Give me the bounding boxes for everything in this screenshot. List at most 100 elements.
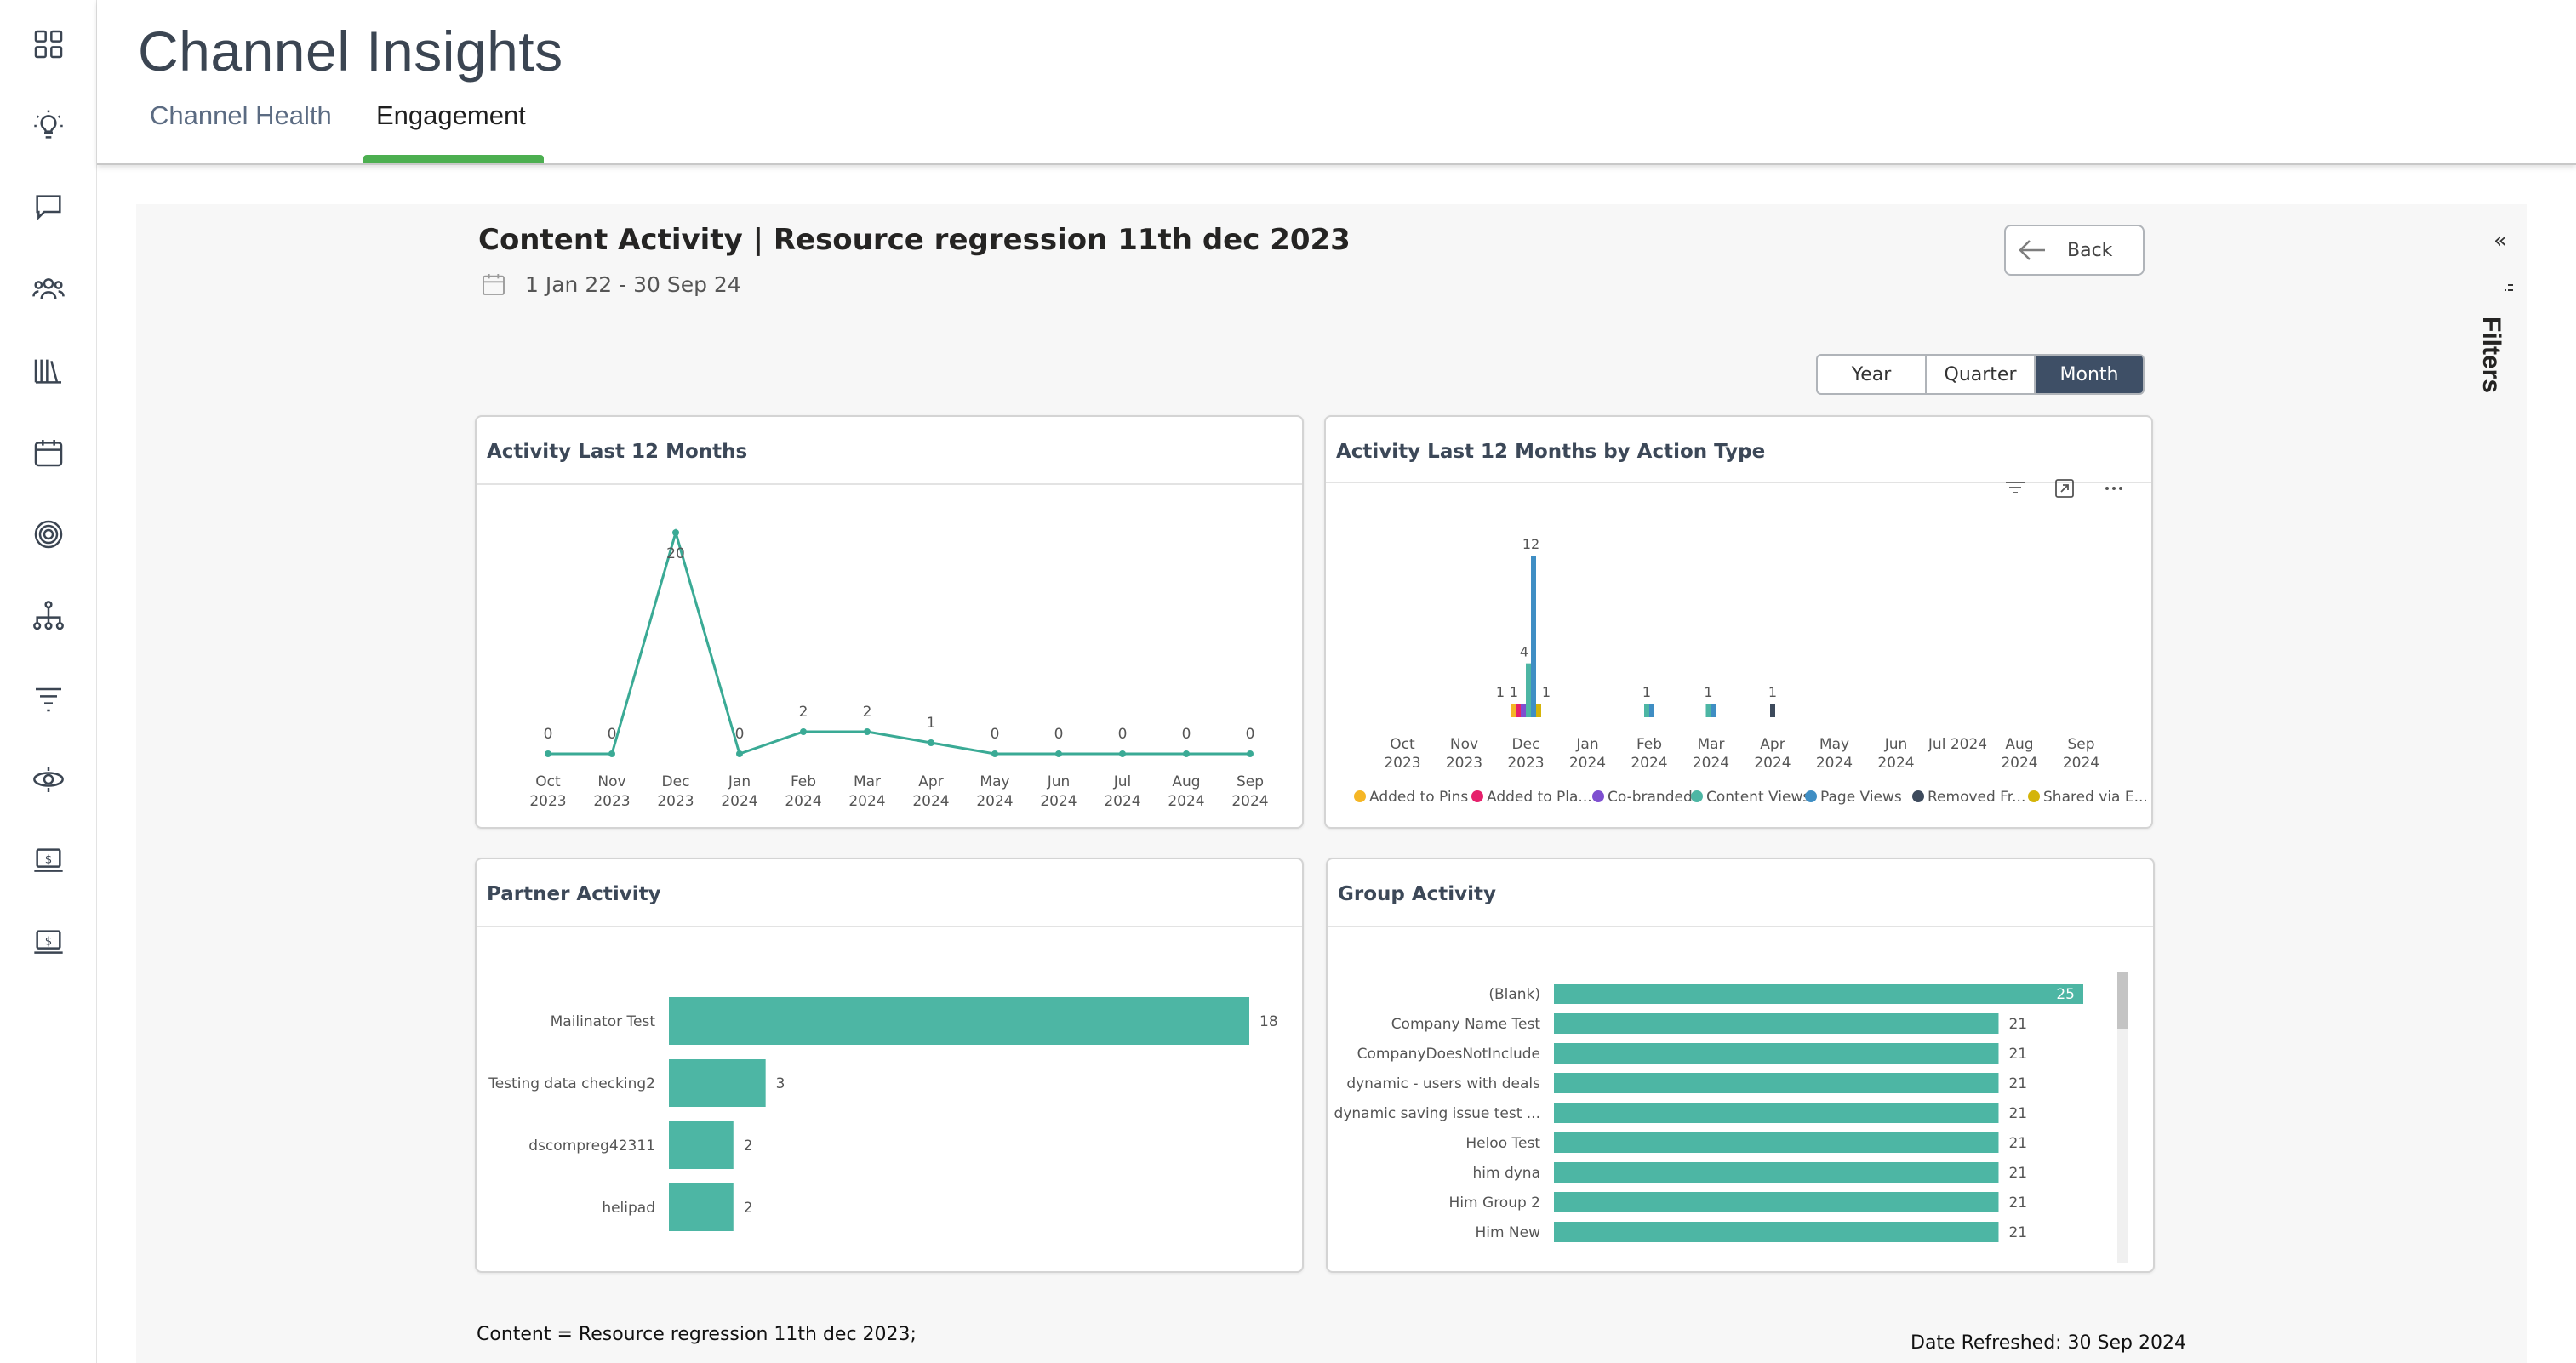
activity-line-card: Activity Last 12 Months 0 Oct 2023 0 Nov 2023… — [475, 415, 1304, 829]
back-button-label: Back — [2067, 239, 2113, 261]
data-label: 21 — [2008, 1165, 2027, 1182]
data-point — [736, 750, 743, 757]
card-divider — [1326, 482, 2151, 483]
bar — [669, 1059, 766, 1107]
scrollbar-thumb[interactable] — [2117, 972, 2128, 1029]
x-tick-label: Mar — [854, 773, 881, 790]
partner-activity-chart: Mailinator Test 18 Testing data checking2 3… — [488, 997, 1278, 1231]
hierarchy-icon[interactable] — [28, 596, 69, 636]
bar — [669, 997, 1249, 1045]
active-tab-indicator — [363, 155, 544, 163]
library-icon[interactable] — [28, 351, 69, 391]
category-label: Him Group 2 — [1449, 1195, 1540, 1212]
bar — [1554, 1103, 1999, 1123]
x-tick-label: 2024 — [1693, 755, 1729, 772]
bar — [1554, 1162, 1999, 1183]
partners-icon[interactable] — [28, 269, 69, 310]
legend-label: Removed Fr... — [1928, 789, 2025, 806]
app-title: Channel Insights — [138, 20, 563, 83]
x-tick-label: 2024 — [2063, 755, 2099, 772]
x-tick-label: 2023 — [1446, 755, 1482, 772]
tab-channel-health[interactable]: Channel Health — [150, 100, 332, 130]
filters-pane-label[interactable]: Filters — [2477, 317, 2505, 394]
card-divider — [477, 483, 1302, 485]
x-tick-label: 2024 — [1816, 755, 1853, 772]
x-tick-label: May — [980, 773, 1009, 790]
legend-marker — [2028, 790, 2040, 802]
legend-label: Added to Pins — [1369, 789, 1468, 806]
legend-label: Shared via E... — [2043, 789, 2148, 806]
filter-icon[interactable] — [28, 677, 69, 718]
data-label: 18 — [1259, 1013, 1278, 1030]
line-series — [548, 528, 1250, 756]
lightbulb-icon[interactable] — [28, 106, 69, 146]
scrollbar-track — [2117, 972, 2128, 1263]
period-year-button[interactable]: Year — [1818, 356, 1927, 393]
x-tick-label: 2024 — [2001, 755, 2037, 772]
laptop-dollar-icon-2[interactable]: $ — [28, 922, 69, 963]
legend-label: Content Views — [1706, 789, 1810, 806]
activity-line-title: Activity Last 12 Months — [487, 441, 748, 463]
x-tick-label: 2024 — [721, 793, 757, 810]
period-month-button[interactable]: Month — [2036, 356, 2143, 393]
laptop-dollar-icon[interactable]: $ — [28, 841, 69, 881]
activity-by-type-title: Activity Last 12 Months by Action Type — [1336, 441, 1766, 463]
arrow-left-icon — [2019, 240, 2045, 260]
data-point — [991, 750, 998, 757]
x-tick-label: Oct — [1390, 736, 1415, 753]
card-divider — [477, 926, 1302, 927]
period-quarter-button[interactable]: Quarter — [1927, 356, 2036, 393]
tab-engagement[interactable]: Engagement — [376, 100, 526, 130]
activity-by-type-card: Activity Last 12 Months by Action Type O… — [1324, 415, 2153, 829]
category-label: Him New — [1475, 1224, 1540, 1241]
data-label: 21 — [2008, 1135, 2027, 1152]
group-activity-chart: (Blank) 25 Company Name Test 21 CompanyDoesN… — [1334, 972, 2128, 1263]
target-icon[interactable] — [28, 514, 69, 555]
x-tick-label: May — [1819, 736, 1849, 753]
x-tick-label: 2023 — [593, 793, 630, 810]
x-tick-label: Jul 2024 — [1928, 736, 1987, 753]
category-label: Testing data checking2 — [488, 1075, 655, 1092]
dashboard-icon[interactable] — [28, 24, 69, 65]
x-tick-label: Feb — [791, 773, 816, 790]
x-tick-label: 2023 — [529, 793, 566, 810]
date-refreshed: Date Refreshed: 30 Sep 2024 — [1911, 1332, 2186, 1354]
x-tick-label: 2024 — [1754, 755, 1791, 772]
data-label: 0 — [991, 726, 1000, 743]
legend-marker — [1691, 790, 1703, 802]
legend-marker — [1471, 790, 1483, 802]
data-label: 1 — [1704, 684, 1712, 700]
more-options-icon[interactable] — [2102, 476, 2126, 500]
focus-mode-icon[interactable] — [2053, 476, 2076, 500]
x-tick-label: 2024 — [912, 793, 949, 810]
calendar-icon[interactable] — [28, 432, 69, 473]
back-button[interactable]: Back — [2004, 225, 2145, 276]
page-header: Channel Insights Channel Health Engageme… — [97, 0, 2576, 165]
data-point — [545, 750, 551, 757]
data-point — [1183, 750, 1190, 757]
svg-text:$: $ — [45, 854, 52, 867]
data-label: 1 — [1542, 684, 1551, 700]
x-tick-label: 2024 — [1231, 793, 1268, 810]
orbit-icon[interactable] — [28, 759, 69, 800]
bar — [669, 1121, 734, 1169]
bar — [1554, 1013, 1999, 1034]
bar — [1536, 704, 1541, 717]
x-tick-label: Apr — [1760, 736, 1785, 753]
legend-marker — [1592, 790, 1604, 802]
bar — [1770, 704, 1775, 717]
group-activity-card: Group Activity (Blank) 25 Company Name Tes… — [1326, 858, 2155, 1273]
partner-activity-title: Partner Activity — [487, 883, 661, 905]
category-label: dynamic - users with deals — [1346, 1075, 1540, 1092]
x-tick-label: Feb — [1636, 736, 1662, 753]
visual-filter-icon[interactable] — [2003, 476, 2027, 500]
x-tick-label: Nov — [597, 773, 625, 790]
chat-icon[interactable] — [28, 187, 69, 228]
data-label: 1 — [1642, 684, 1651, 700]
double-chevron-left-icon[interactable]: « — [2493, 228, 2507, 254]
bar — [1531, 556, 1536, 717]
category-label: helipad — [602, 1200, 655, 1217]
bar — [1516, 704, 1521, 717]
left-nav-rail: $ $ — [0, 0, 97, 1363]
x-tick-label: 2024 — [848, 793, 885, 810]
